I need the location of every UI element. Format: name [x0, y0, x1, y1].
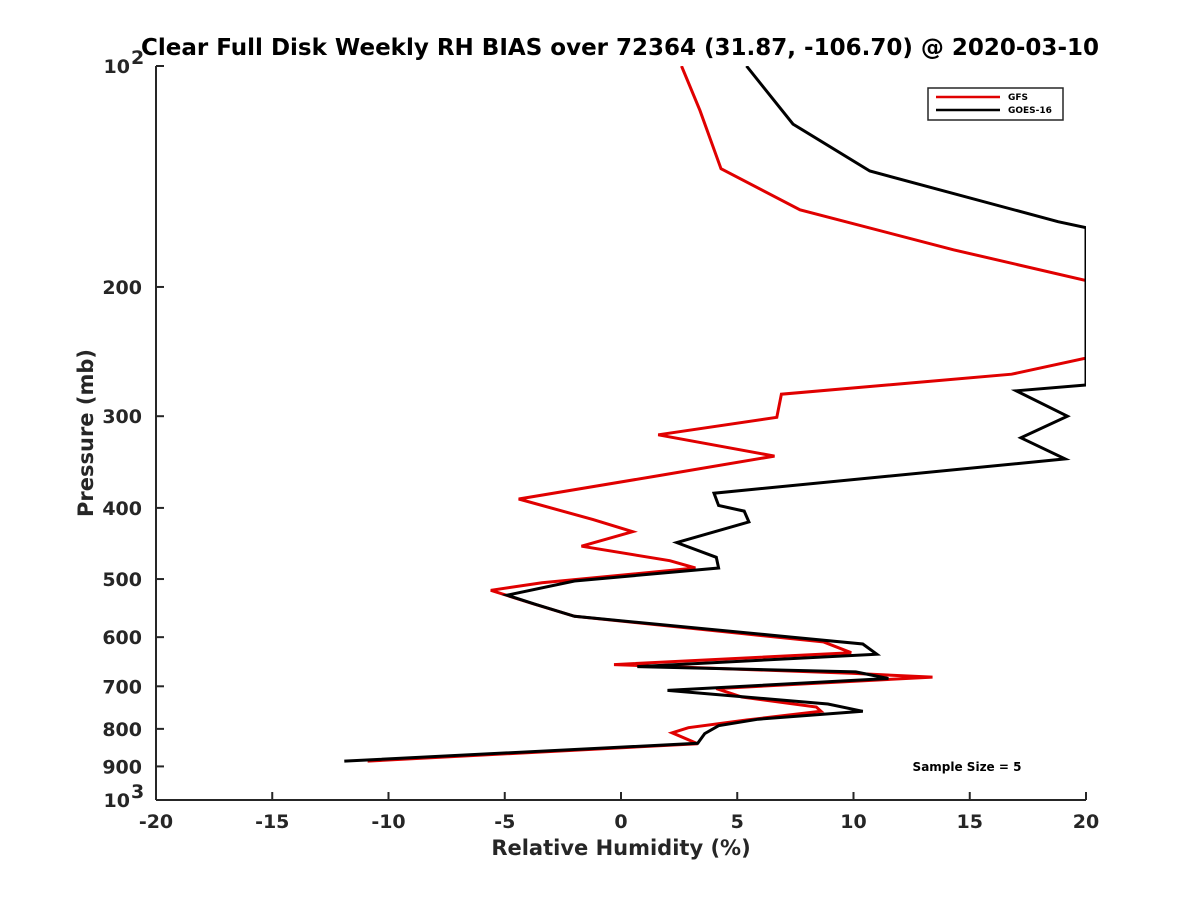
x-tick-label: 5	[731, 811, 744, 833]
y-tick-exponent: 2	[131, 47, 144, 69]
x-tick-label: -15	[255, 811, 289, 833]
x-axis-title: Relative Humidity (%)	[491, 836, 750, 860]
y-tick-label: 10	[104, 56, 130, 78]
x-tick-label: 15	[957, 811, 983, 833]
series-layer	[344, 66, 1086, 763]
legend-label: GFS	[1008, 93, 1028, 103]
x-tick-label: 0	[614, 811, 627, 833]
y-tick-label: 400	[102, 498, 142, 520]
chart-title: Clear Full Disk Weekly RH BIAS over 7236…	[141, 35, 1099, 61]
series-line-gfs	[367, 66, 1086, 763]
y-tick-label: 600	[102, 627, 142, 649]
y-tick-label: 700	[102, 676, 142, 698]
x-tick-label: 10	[840, 811, 866, 833]
sample-size-note: Sample Size = 5	[913, 760, 1022, 774]
x-tick-label: 20	[1073, 811, 1099, 833]
y-tick-label: 800	[102, 719, 142, 741]
y-tick-exponent: 3	[131, 781, 144, 803]
legend-label: GOES-16	[1008, 106, 1052, 116]
y-tick-label: 500	[102, 569, 142, 591]
y-tick-label: 300	[102, 406, 142, 428]
y-tick-label: 10	[104, 790, 130, 812]
series-line-goes-16	[344, 66, 1086, 763]
x-tick-label: -10	[371, 811, 405, 833]
y-tick-label: 900	[102, 756, 142, 778]
x-tick-label: -20	[139, 811, 173, 833]
x-tick-label: -5	[494, 811, 515, 833]
legend: GFS GOES-16	[927, 87, 1064, 121]
legend-box	[927, 87, 1064, 121]
y-axis-title: Pressure (mb)	[74, 349, 98, 517]
y-tick-label: 200	[102, 277, 142, 299]
